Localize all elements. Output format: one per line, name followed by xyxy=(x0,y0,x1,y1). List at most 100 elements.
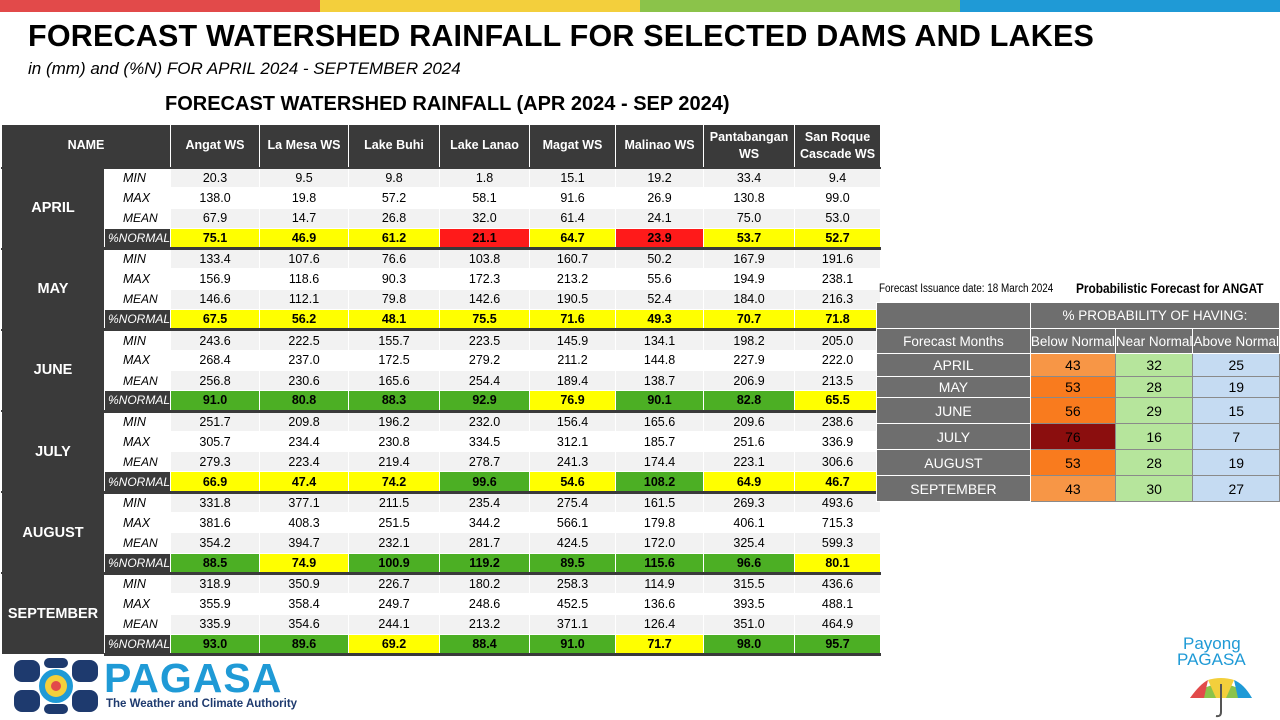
forecast-month-label: JUNE xyxy=(876,397,1031,424)
near-normal-value: 28 xyxy=(1114,449,1194,476)
months-header: Forecast Months xyxy=(876,328,1031,354)
rainfall-value-cell: 33.4 xyxy=(703,166,796,189)
rainfall-value-cell: 185.7 xyxy=(615,430,705,453)
forecast-issuance-date: Forecast Issuance date: 18 March 2024 xyxy=(879,283,1054,295)
rainfall-value-cell: 351.0 xyxy=(703,613,796,635)
rainfall-value-cell: 103.8 xyxy=(439,247,531,270)
rainfall-value-cell: 258.3 xyxy=(529,572,617,595)
table-row: %NORMAL 93.0 89.6 69.2 88.4 91.0 71.7 98.0 95.7 xyxy=(2,633,882,657)
stat-label: MIN xyxy=(103,410,172,432)
probability-table: % PROBABILITY OF HAVING: Forecast Months… xyxy=(876,302,1280,502)
rainfall-value-cell: 9.5 xyxy=(259,166,350,189)
stat-label: MEAN xyxy=(103,288,172,311)
stat-label: MAX xyxy=(103,268,172,290)
rainfall-value-cell: 355.9 xyxy=(170,593,261,615)
percent-normal-cell: 67.5 xyxy=(170,309,261,332)
table-row: %NORMAL 91.0 80.8 88.3 92.9 76.9 90.1 82.8 65.5 xyxy=(2,390,882,413)
rainfall-value-cell: 91.6 xyxy=(529,187,617,209)
table-row: MEAN 354.2 394.7 232.1 281.7 424.5 172.0 325.4 5… xyxy=(2,532,882,554)
rainfall-value-cell: 251.5 xyxy=(348,512,441,534)
percent-normal-cell: 46.9 xyxy=(259,227,350,251)
column-header: Lake Lanao xyxy=(439,124,531,168)
rainfall-value-cell: 336.9 xyxy=(794,430,882,453)
percent-normal-cell: 52.7 xyxy=(794,227,882,251)
rainfall-value-cell: 118.6 xyxy=(259,268,350,290)
rainfall-value-cell: 249.7 xyxy=(348,593,441,615)
rainfall-value-cell: 1.8 xyxy=(439,166,531,189)
rainfall-value-cell: 9.8 xyxy=(348,166,441,189)
table-row: MEAN 146.6 112.1 79.8 142.6 190.5 52.4 184.0 216… xyxy=(2,288,882,311)
rainfall-value-cell: 172.3 xyxy=(439,268,531,290)
rainfall-value-cell: 248.6 xyxy=(439,593,531,615)
rainfall-value-cell: 19.8 xyxy=(259,187,350,209)
rainfall-value-cell: 211.2 xyxy=(529,349,617,371)
rainfall-value-cell: 144.8 xyxy=(615,349,705,371)
rainfall-value-cell: 377.1 xyxy=(259,491,350,514)
rainfall-value-cell: 53.0 xyxy=(794,207,882,229)
table-row: %NORMAL 67.5 56.2 48.1 75.5 71.6 49.3 70.7 71.8 xyxy=(2,309,882,332)
stat-label: MEAN xyxy=(103,207,172,229)
rainfall-value-cell: 223.1 xyxy=(703,451,796,473)
table-row: MAX 305.7 234.4 230.8 334.5 312.1 185.7 251.6 33… xyxy=(2,430,882,453)
above-normal-value: 27 xyxy=(1192,475,1280,502)
rainfall-value-cell: 138.7 xyxy=(615,369,705,392)
rainfall-value-cell: 305.7 xyxy=(170,430,261,453)
below-normal-value: 43 xyxy=(1029,353,1116,377)
rainfall-value-cell: 256.8 xyxy=(170,369,261,392)
rainfall-value-cell: 114.9 xyxy=(615,572,705,595)
percent-normal-cell: 46.7 xyxy=(794,471,882,494)
stat-label: MIN xyxy=(103,166,172,189)
above-normal-value: 15 xyxy=(1192,397,1280,424)
rainfall-value-cell: 50.2 xyxy=(615,247,705,270)
rainfall-value-cell: 436.6 xyxy=(794,572,882,595)
below-normal-header: Below Normal xyxy=(1029,328,1116,354)
rainfall-value-cell: 161.5 xyxy=(615,491,705,514)
top-bar-green xyxy=(640,0,960,12)
percent-normal-cell: 88.5 xyxy=(170,552,261,575)
rainfall-value-cell: 222.5 xyxy=(259,328,350,351)
rainfall-value-cell: 222.0 xyxy=(794,349,882,371)
rainfall-value-cell: 99.0 xyxy=(794,187,882,209)
rainfall-value-cell: 464.9 xyxy=(794,613,882,635)
rainfall-value-cell: 219.4 xyxy=(348,451,441,473)
table-row: JUNE MIN 243.6 222.5 155.7 223.5 145.9 134.1 198… xyxy=(1,328,882,412)
near-normal-value: 29 xyxy=(1114,397,1194,424)
pagasa-tagline: The Weather and Climate Authority xyxy=(106,698,298,710)
rainfall-value-cell: 26.9 xyxy=(615,187,705,209)
stat-label: MEAN xyxy=(103,613,172,635)
rainfall-value-cell: 223.5 xyxy=(439,328,531,351)
stat-label: MIN xyxy=(103,247,172,270)
rainfall-value-cell: 191.6 xyxy=(794,247,882,270)
stat-label: MIN xyxy=(103,328,172,351)
stat-label: MEAN xyxy=(103,451,172,473)
near-normal-value: 28 xyxy=(1114,376,1194,398)
percent-normal-cell: 56.2 xyxy=(259,309,350,332)
rainfall-value-cell: 165.6 xyxy=(348,369,441,392)
percent-normal-cell: 91.0 xyxy=(170,390,261,413)
percent-normal-cell: 69.2 xyxy=(348,633,441,657)
rainfall-value-cell: 408.3 xyxy=(259,512,350,534)
rainfall-value-cell: 493.6 xyxy=(794,491,882,514)
rainfall-value-cell: 206.9 xyxy=(703,369,796,392)
rainfall-value-cell: 57.2 xyxy=(348,187,441,209)
rainfall-value-cell: 238.1 xyxy=(794,268,882,290)
rainfall-value-cell: 172.5 xyxy=(348,349,441,371)
rainfall-value-cell: 350.9 xyxy=(259,572,350,595)
percent-normal-cell: 80.8 xyxy=(259,390,350,413)
stat-label: MAX xyxy=(103,512,172,534)
percent-normal-cell: 54.6 xyxy=(529,471,617,494)
rainfall-value-cell: 160.7 xyxy=(529,247,617,270)
stat-label: %NORMAL xyxy=(103,552,172,575)
table-row: MAX 381.6 408.3 251.5 344.2 566.1 179.8 406.1 71… xyxy=(2,512,882,534)
percent-normal-cell: 89.6 xyxy=(259,633,350,657)
rainfall-value-cell: 331.8 xyxy=(170,491,261,514)
top-bar-red xyxy=(0,0,320,12)
rainfall-value-cell: 325.4 xyxy=(703,532,796,554)
rainfall-value-cell: 133.4 xyxy=(170,247,261,270)
probability-row: AUGUST 53 28 19 xyxy=(876,449,1280,476)
rainfall-value-cell: 279.3 xyxy=(170,451,261,473)
probability-row: SEPTEMBER 43 30 27 xyxy=(876,475,1280,502)
rainfall-value-cell: 14.7 xyxy=(259,207,350,229)
stat-label: MAX xyxy=(103,349,172,371)
page-title: FORECAST WATERSHED RAINFALL FOR SELECTED… xyxy=(28,19,1095,53)
